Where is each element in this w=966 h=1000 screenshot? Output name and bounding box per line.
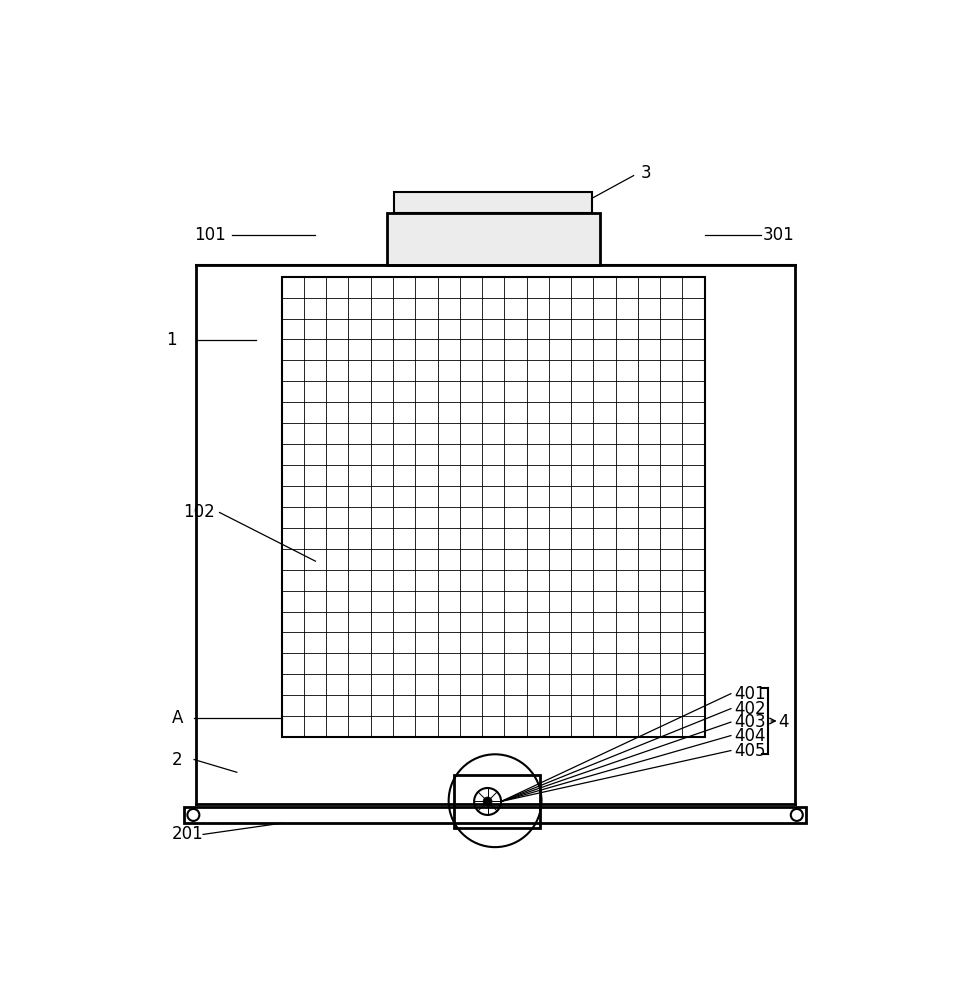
- Bar: [386, 213, 600, 265]
- Text: 2: 2: [172, 751, 183, 769]
- Text: 101: 101: [194, 226, 226, 244]
- Text: 301: 301: [763, 226, 795, 244]
- Text: 201: 201: [172, 825, 204, 843]
- Text: 3: 3: [641, 164, 652, 182]
- Text: 402: 402: [734, 700, 766, 718]
- Bar: [454, 775, 540, 828]
- Text: 403: 403: [734, 713, 766, 731]
- Bar: [282, 277, 704, 737]
- Text: A: A: [172, 709, 183, 727]
- Text: 1: 1: [166, 331, 176, 349]
- Bar: [394, 192, 592, 213]
- Text: 404: 404: [734, 727, 766, 745]
- Text: 4: 4: [778, 713, 788, 731]
- Text: 405: 405: [734, 742, 766, 760]
- Text: 401: 401: [734, 685, 766, 703]
- Bar: [185, 807, 806, 823]
- Text: 102: 102: [183, 503, 214, 521]
- Circle shape: [483, 797, 492, 806]
